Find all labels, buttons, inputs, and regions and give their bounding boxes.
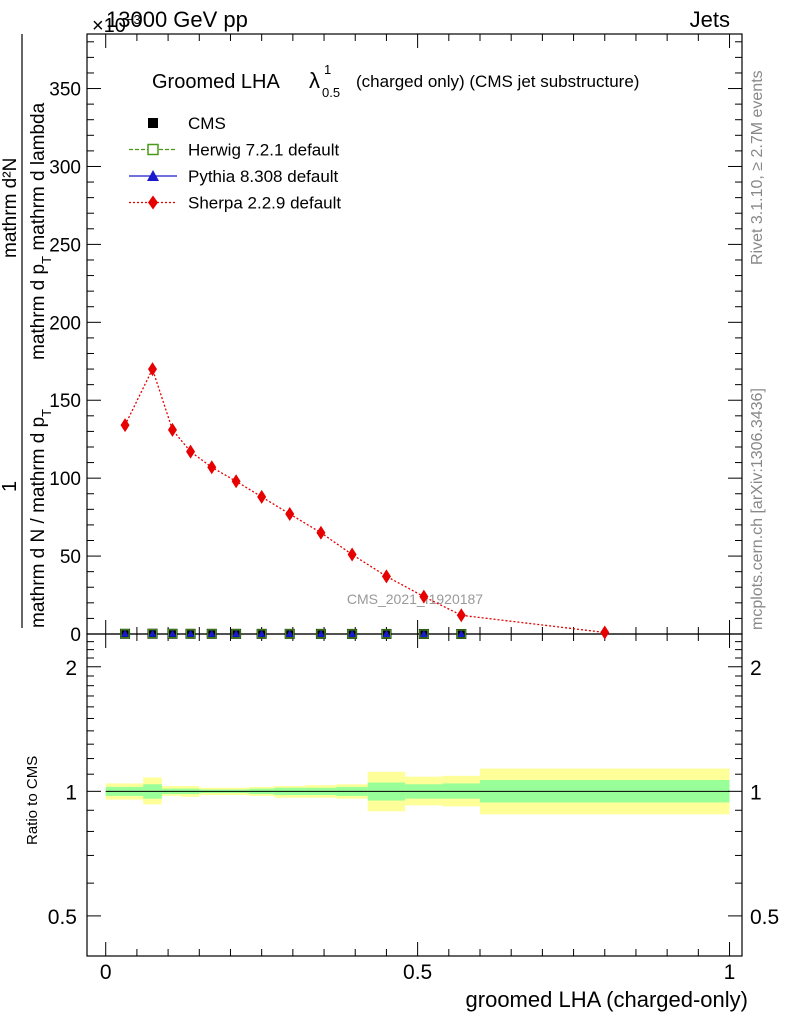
ylabel-num: mathrm d²N [0, 158, 21, 258]
pythia-point [382, 629, 391, 637]
ylabel-den-line1: mathrm d N / mathrm d pT [28, 409, 54, 628]
ratio-axes: 0.5 0.5 1 1 2 2 0 0.5 1 [48, 634, 779, 984]
legend-entry: CMS [148, 114, 226, 133]
title-lambda-sub: 0.5 [322, 85, 340, 100]
main-plot-frame [86, 33, 743, 635]
y-tick-label: 150 [49, 391, 81, 412]
y-tick-label: 200 [49, 313, 81, 334]
ylabel-den-line2: mathrm d pT mathrm d lambda [28, 102, 56, 360]
y-tick-label: 0 [70, 625, 81, 646]
x-tick-label: 1 [724, 961, 736, 984]
sherpa-point [600, 625, 610, 640]
sherpa-point [456, 608, 466, 623]
y-tick-label: 50 [60, 547, 81, 568]
pythia-point [168, 629, 177, 637]
ratio-bands [105, 768, 730, 815]
title-prefix: Groomed LHA [152, 71, 280, 93]
title-lambda: λ [309, 68, 320, 93]
ratio-y-tick-label: 0.5 [48, 906, 77, 929]
sherpa-point [186, 444, 196, 459]
sherpa-point [285, 507, 295, 521]
legend-entry: Pythia 8.308 default [129, 167, 339, 186]
pythia-point [457, 629, 466, 637]
legend-entry: Herwig 7.2.1 default [129, 141, 339, 160]
pythia-point [186, 629, 195, 637]
legend-entry: Sherpa 2.2.9 default [129, 194, 341, 213]
ratio-y-tick-label-right: 0.5 [750, 906, 779, 929]
sherpa-point [257, 489, 267, 504]
pythia-point [257, 629, 266, 637]
ratio-y-tick-label-right: 1 [750, 781, 762, 804]
y-tick-label: 250 [49, 235, 81, 256]
legend-marker-square-filled [148, 118, 158, 128]
rivet-label: Rivet 3.1.10, ≥ 2.7M events [749, 70, 766, 265]
pythia-point [148, 629, 157, 637]
sherpa-point [347, 547, 357, 562]
sherpa-point [381, 569, 391, 584]
title-lambda-sup: 1 [324, 62, 331, 77]
pythia-point [419, 629, 428, 637]
y-tick-label: 300 [49, 157, 81, 178]
mcplots-label: mcplots.cern.ch [arXiv:1306.3436] [749, 388, 766, 630]
legend-label: Herwig 7.2.1 default [188, 141, 339, 160]
energy-label: 13000 GeV pp [106, 7, 248, 32]
pythia-point [207, 629, 216, 637]
ylabel-one: 1 [0, 481, 21, 492]
legend-label: CMS [188, 114, 226, 133]
pythia-point [121, 629, 130, 637]
sherpa-point [207, 460, 217, 475]
ratio-y-tick-label: 2 [65, 657, 77, 680]
main-ylabel: 1 mathrm d²N mathrm d N / mathrm d pT ma… [0, 34, 56, 628]
sherpa-point [167, 422, 177, 437]
sherpa-point [231, 474, 241, 489]
sherpa-point [120, 418, 130, 433]
legend-label: Sherpa 2.2.9 default [188, 194, 341, 213]
sherpa-point [316, 525, 326, 540]
legend-label: Pythia 8.308 default [188, 167, 339, 186]
watermark: CMS_2021_I1920187 [347, 591, 483, 607]
ratio-plot-frame [86, 633, 743, 957]
ratio-y-tick-label-right: 2 [750, 657, 762, 680]
y-tick-label: 350 [49, 80, 81, 101]
pythia-point [285, 629, 294, 637]
y-tick-label: 100 [49, 469, 81, 490]
data-layer [120, 362, 610, 640]
x-axis-label: groomed LHA (charged-only) [466, 987, 748, 1012]
legend-marker-square-open [147, 143, 159, 156]
x-tick-label: 0 [100, 961, 112, 984]
ratio-ylabel: Ratio to CMS [24, 756, 41, 845]
plot-title: Groomed LHA λ 1 0.5 (charged only) (CMS … [152, 62, 639, 100]
main-axes: 0 50 100 150 200 250 300 350 [49, 34, 742, 646]
exponent-label: ×10−3 [92, 12, 141, 37]
title-suffix: (charged only) (CMS jet substructure) [356, 72, 639, 91]
legend-marker-triangle [147, 170, 159, 181]
sherpa-point [419, 589, 429, 604]
group-label: Jets [690, 7, 730, 32]
legend-marker-diamond [148, 195, 158, 210]
ratio-y-tick-label: 1 [65, 781, 77, 804]
pythia-point [348, 629, 357, 637]
pythia-point [316, 629, 325, 637]
pythia-point [232, 629, 241, 637]
sherpa-point [148, 362, 157, 377]
x-tick-label: 0.5 [403, 961, 432, 984]
legend: CMS Herwig 7.2.1 default Pythia 8.308 defa… [129, 114, 341, 213]
